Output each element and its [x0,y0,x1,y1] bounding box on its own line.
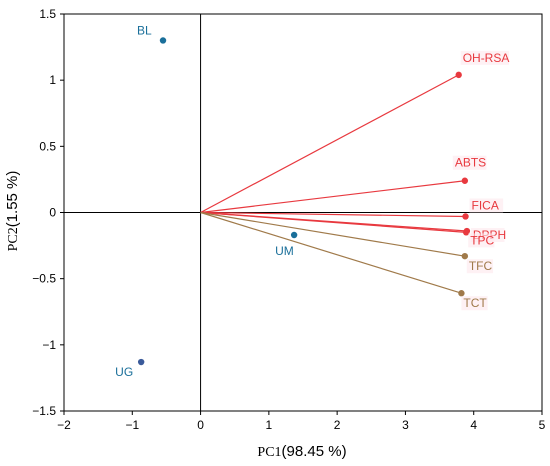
x-axis-label-prefix: PC1 [257,445,281,460]
variable-label: TFC [469,259,493,273]
vector-endpoint [461,177,469,184]
x-tick-label: 2 [334,418,341,432]
vector-endpoint [461,252,469,260]
vector-endpoint [463,229,470,236]
observation-point [137,358,145,366]
observation-label: BL [137,23,152,37]
observation-label: UM [275,244,294,258]
vector-line [200,211,467,233]
y-axis-label-pct: (1.55 %) [4,171,21,228]
vector-endpoint [455,71,462,79]
observation-label: UG [115,365,133,379]
variable-label: FICA [472,198,499,212]
variable-label: TPC [470,233,494,247]
variable-label: TCT [463,296,487,310]
labels-layer: OH-RSAABTSFICADPPHTPCTFCTCTBLUMUG [115,23,509,379]
x-tick-label: 5 [539,418,546,432]
variable-label-bg [469,198,504,213]
vector-line [200,211,462,294]
y-tick-label: 0 [49,206,56,220]
x-tick-label: −1 [125,418,139,432]
x-tick-label: 4 [470,418,477,432]
vector-endpoint [462,213,469,220]
y-tick-label: −0.5 [32,272,56,286]
x-tick-label: 3 [402,418,409,432]
variable-label-bg [461,296,488,311]
variable-label: OH-RSA [463,51,510,65]
vector-line [200,211,465,257]
x-tick-label: 1 [266,418,273,432]
y-tick-label: 0.5 [39,139,56,153]
observation-point [290,231,298,239]
variable-label-bg [466,259,494,274]
vectors-layer [200,71,471,297]
x-tick-label: −2 [57,418,71,432]
variable-label-bg [468,233,495,248]
vector-line [200,74,459,214]
y-tick-label: −1 [42,338,56,352]
x-axis-label-pct: (98.45 %) [282,443,347,460]
vector-line [200,211,466,218]
variable-label-bg [452,155,487,170]
vector-line [200,180,465,214]
y-tick-label: 1.5 [39,7,56,21]
y-axis-label-prefix: PC2 [6,227,21,251]
axes-layer: −2 −1 0 1 2 3 4 5 1.5 1 0.5 0 −0.5 −1 −1.5 [32,7,545,432]
points-layer [137,37,298,366]
vector-endpoint [458,290,465,297]
variable-label: ABTS [455,156,486,170]
y-tick-label: −1.5 [32,404,56,418]
variable-label-bg [460,50,510,65]
x-axis-label: PC1(98.45 %) [257,443,346,460]
y-tick-label: 1 [49,73,56,87]
y-axis-label: PC2(1.55 %) [4,171,21,252]
x-tick-label: 0 [197,418,204,432]
observation-point [159,37,167,44]
